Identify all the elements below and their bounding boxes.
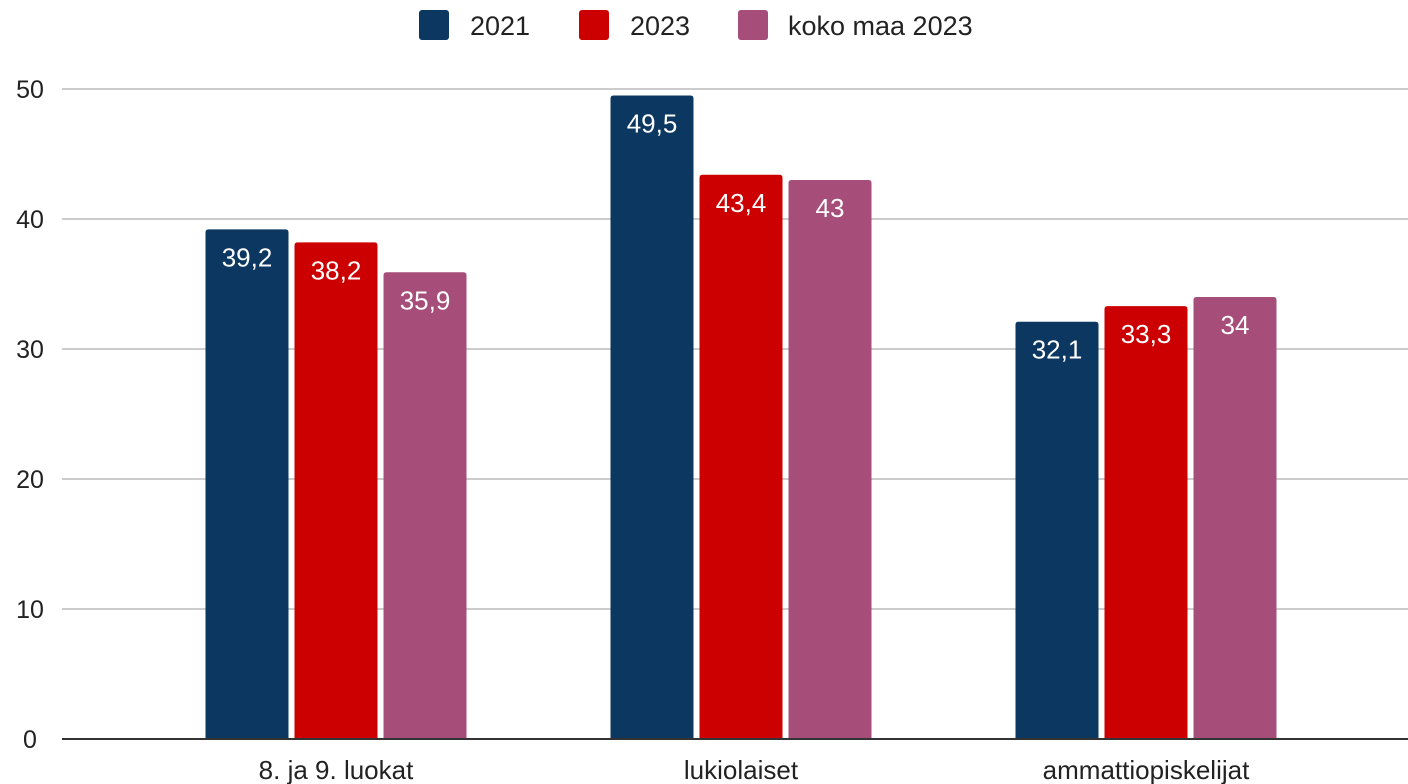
bar-value-label: 35,9 bbox=[400, 285, 451, 315]
chart-legend: 2021 2023 koko maa 2023 bbox=[419, 10, 973, 41]
y-tick-label: 50 bbox=[16, 76, 44, 104]
legend-swatch bbox=[579, 10, 609, 40]
bar-koko-maa-2023-0 bbox=[383, 272, 467, 739]
bar-value-label: 33,3 bbox=[1121, 319, 1172, 349]
legend-label: 2021 bbox=[470, 11, 530, 41]
bar-value-label: 43,4 bbox=[716, 188, 767, 218]
y-axis-ticks: 0 10 20 30 40 50 bbox=[16, 76, 44, 754]
legend-swatch bbox=[738, 10, 768, 40]
legend-label: koko maa 2023 bbox=[788, 11, 973, 41]
bar-2023-2 bbox=[1104, 306, 1188, 739]
bar-koko-maa-2023-1 bbox=[788, 180, 872, 739]
x-category-label: ammattiopiskelijat bbox=[1043, 755, 1250, 784]
bar-value-label: 49,5 bbox=[627, 109, 678, 139]
bar-value-label: 38,2 bbox=[311, 255, 362, 285]
bar-2021-0 bbox=[205, 229, 289, 739]
x-axis: 8. ja 9. luokat lukiolaiset ammattiopiskel… bbox=[62, 738, 1408, 784]
y-tick-label: 10 bbox=[16, 596, 44, 624]
bar-value-label: 32,1 bbox=[1032, 335, 1083, 365]
legend-label: 2023 bbox=[630, 11, 690, 41]
y-tick-label: 40 bbox=[16, 206, 44, 234]
y-tick-label: 20 bbox=[16, 466, 44, 494]
bar-2023-1 bbox=[699, 174, 783, 740]
y-tick-label: 0 bbox=[23, 726, 37, 754]
legend-swatch bbox=[419, 10, 449, 40]
bar-2021-1 bbox=[610, 95, 694, 739]
bar-value-label: 39,2 bbox=[222, 242, 273, 272]
bar-value-label: 34 bbox=[1221, 310, 1250, 340]
x-category-label: 8. ja 9. luokat bbox=[259, 755, 414, 784]
chart-bars bbox=[205, 95, 1277, 740]
bar-koko-maa-2023-2 bbox=[1193, 297, 1277, 739]
bar-value-label: 43 bbox=[816, 193, 845, 223]
bar-2021-2 bbox=[1015, 321, 1099, 739]
y-tick-label: 30 bbox=[16, 336, 44, 364]
x-category-label: lukiolaiset bbox=[684, 755, 799, 784]
chart-bar-labels: 39,2 38,2 35,9 49,5 43,4 43 32,1 33,3 34 bbox=[222, 109, 1250, 365]
bar-2023-0 bbox=[294, 242, 378, 739]
